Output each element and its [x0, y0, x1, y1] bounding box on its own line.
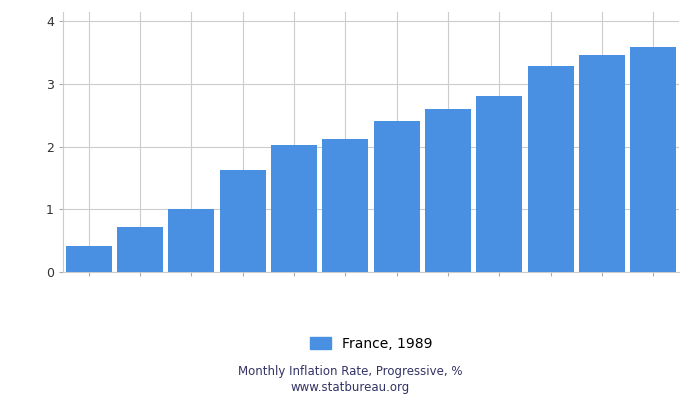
Bar — [168, 209, 214, 272]
Bar — [271, 145, 317, 272]
Bar — [322, 138, 368, 272]
Text: Monthly Inflation Rate, Progressive, %: Monthly Inflation Rate, Progressive, % — [238, 366, 462, 378]
Legend: France, 1989: France, 1989 — [304, 331, 438, 356]
Bar — [374, 121, 420, 272]
Bar — [66, 246, 112, 272]
Bar — [579, 55, 625, 272]
Bar — [528, 66, 574, 272]
Bar — [220, 170, 266, 272]
Bar — [425, 109, 471, 272]
Bar — [630, 47, 676, 272]
Bar — [476, 96, 522, 272]
Text: www.statbureau.org: www.statbureau.org — [290, 382, 410, 394]
Bar — [117, 227, 163, 272]
